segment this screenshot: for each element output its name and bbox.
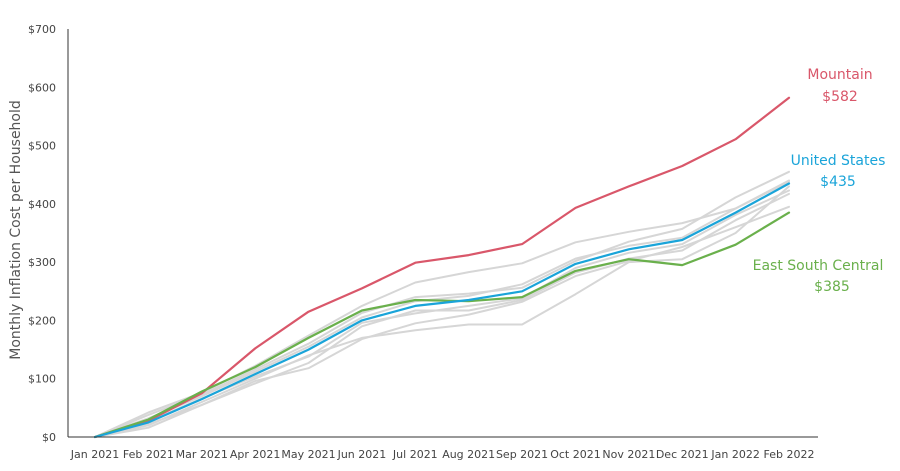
region-line	[94, 180, 790, 438]
y-tick-label: $700	[28, 23, 56, 36]
x-tick-label: Oct 2021	[550, 448, 601, 461]
x-tick-labels: Jan 2021 Feb 2021 Mar 2021 Apr 2021 May 2021…	[70, 448, 815, 461]
y-tick-label: $400	[28, 198, 56, 211]
x-tick-label: Feb 2021	[123, 448, 174, 461]
x-tick-label: Dec 2021	[656, 448, 709, 461]
x-tick-label: Apr 2021	[230, 448, 281, 461]
x-tick-label: Nov 2021	[602, 448, 655, 461]
x-tick-label: May 2021	[281, 448, 335, 461]
x-tick-label: Jul 2021	[392, 448, 438, 461]
x-tick-label: Aug 2021	[442, 448, 495, 461]
y-tick-label: $600	[28, 81, 56, 94]
region-line	[94, 170, 790, 438]
y-axis-title: Monthly Inflation Cost per Household	[8, 100, 24, 360]
x-tick-label: Jan 2022	[710, 448, 759, 461]
other-region-lines	[94, 170, 790, 438]
mountain-label-value: $582	[822, 89, 858, 105]
mountain-line	[93, 96, 791, 439]
region-line	[94, 205, 790, 438]
x-tick-label: Mar 2021	[176, 448, 228, 461]
united-states-line	[93, 182, 791, 439]
united-states-label-name: United States	[791, 153, 886, 169]
y-tick-label: $300	[28, 256, 56, 269]
east-south-central-label-name: East South Central	[753, 258, 884, 274]
axes	[67, 29, 818, 438]
mountain-label-name: Mountain	[807, 67, 872, 83]
y-tick-label: $100	[28, 373, 56, 386]
y-tick-label: $0	[42, 431, 56, 444]
y-tick-label: $200	[28, 314, 56, 327]
united-states-label-value: $435	[820, 174, 856, 190]
region-line	[94, 185, 790, 438]
x-tick-label: Sep 2021	[496, 448, 548, 461]
x-tick-label: Jun 2021	[337, 448, 387, 461]
x-tick-label: Feb 2022	[764, 448, 815, 461]
east-south-central-line	[93, 211, 791, 439]
highlighted-lines	[93, 96, 791, 439]
y-tick-labels: $0 $100 $200 $300 $400 $500 $600 $700	[28, 23, 56, 444]
y-tick-label: $500	[28, 140, 56, 153]
east-south-central-label-value: $385	[814, 279, 850, 295]
x-tick-label: Jan 2021	[70, 448, 119, 461]
